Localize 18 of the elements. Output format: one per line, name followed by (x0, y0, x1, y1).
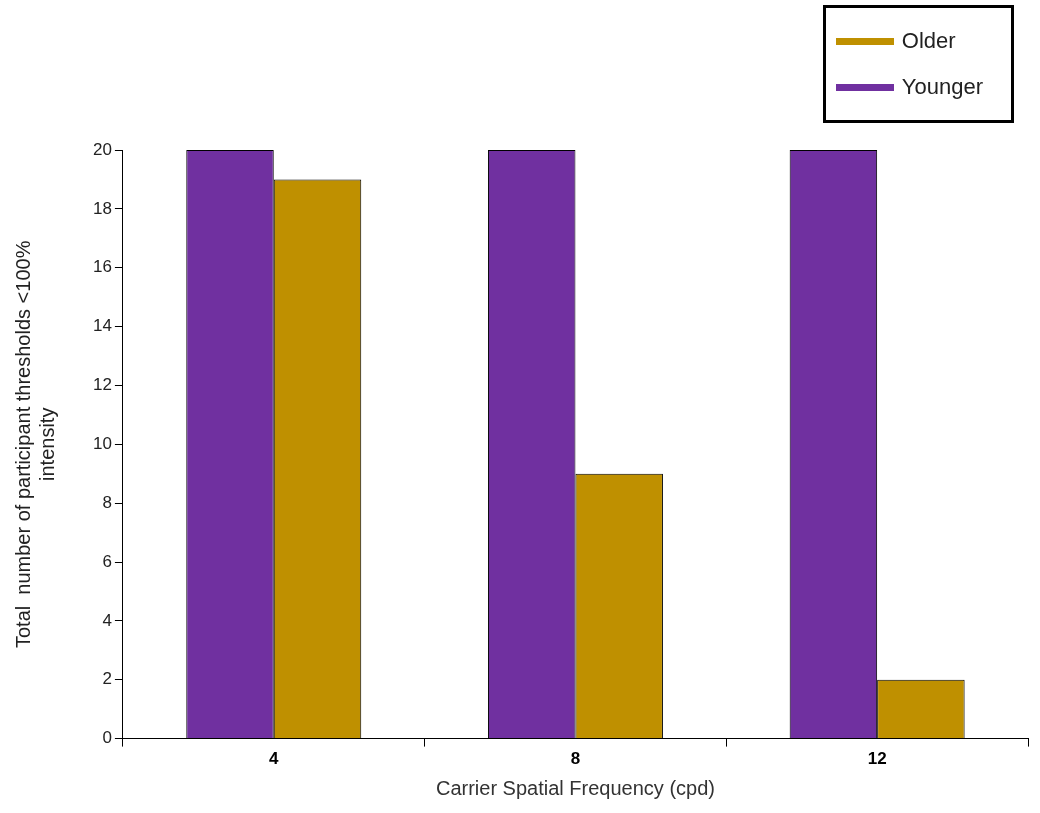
y-tick-label: 6 (102, 551, 112, 571)
y-tick-label: 12 (92, 375, 112, 395)
x-axis-title: Carrier Spatial Frequency (cpd) (435, 776, 715, 799)
y-tick-label: 18 (92, 198, 112, 218)
legend-label: Younger (901, 74, 983, 100)
y-tick-label: 8 (102, 492, 112, 512)
y-axis-title: Total number of participant thresholds <100% intensity (11, 240, 58, 649)
x-tick-label: 4 (269, 749, 280, 769)
y-tick-label: 16 (92, 257, 112, 277)
y-tick-label: 14 (92, 316, 112, 336)
y-tick-label: 4 (102, 610, 112, 630)
x-tick-label: 12 (867, 749, 887, 769)
legend-label: Older (901, 28, 956, 54)
y-tick-label: 2 (102, 669, 112, 689)
y-tick-label: 10 (92, 433, 112, 453)
y-tick-label: 0 (102, 728, 112, 748)
y-tick-label: 20 (92, 139, 112, 159)
x-tick-label: 8 (570, 749, 581, 769)
